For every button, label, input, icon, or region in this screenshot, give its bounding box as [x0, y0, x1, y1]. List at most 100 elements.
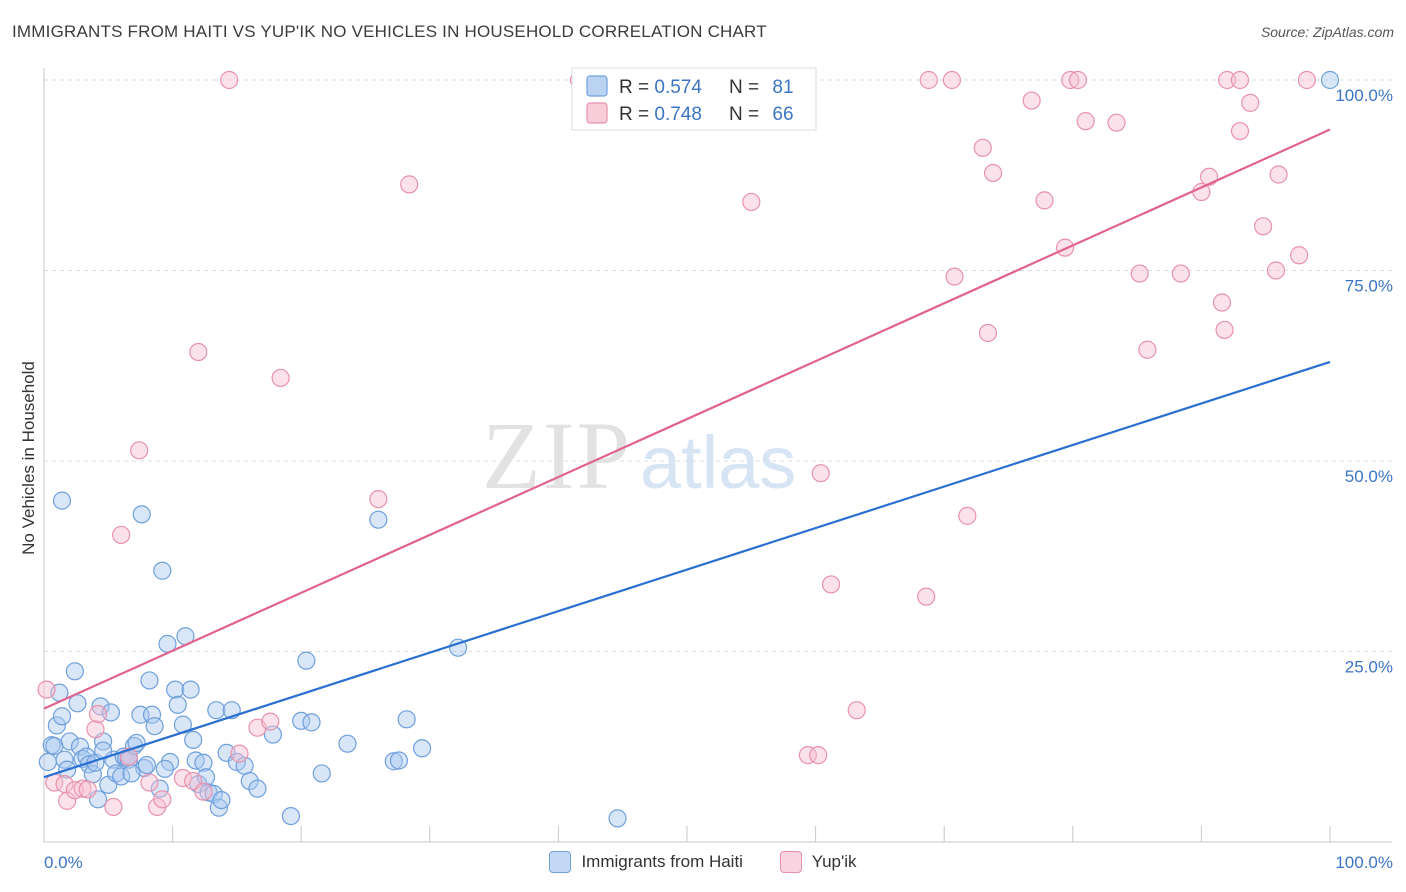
haiti-point — [397, 710, 416, 729]
haiti-point — [122, 764, 141, 783]
x-tick-label: 100.0% — [1335, 853, 1393, 872]
chart-title: IMMIGRANTS FROM HAITI VS YUP'IK NO VEHIC… — [12, 22, 767, 41]
yupik-point — [942, 70, 962, 90]
stats-r-value-haiti: 0.574 — [654, 77, 702, 98]
yupik-point — [809, 746, 828, 765]
stats-swatch-yupik — [586, 102, 608, 124]
yupik-point — [978, 323, 998, 343]
yupik-point — [1269, 165, 1288, 184]
yupik-point — [1138, 340, 1157, 359]
yupik-point — [811, 464, 830, 483]
series-yupik-points — [37, 70, 1316, 817]
stats-swatch-haiti — [586, 75, 608, 97]
yupik-point — [261, 712, 280, 731]
yupik-point — [1241, 93, 1260, 112]
svg-text:R = 0.574: R = 0.574 — [619, 77, 702, 98]
yupik-point — [369, 490, 388, 509]
haiti-point — [181, 680, 200, 699]
yupik-point — [86, 720, 105, 739]
haiti-point — [168, 695, 187, 714]
yupik-point — [1266, 261, 1286, 280]
yupik-point — [78, 780, 97, 799]
y-tick-label: 100.0% — [1335, 86, 1393, 105]
stats-n-label-yupik: N = — [729, 104, 764, 125]
legend-item-yupik[interactable]: Yup'ik — [779, 851, 857, 873]
yupik-point — [140, 773, 159, 792]
haiti-point — [248, 779, 267, 798]
haiti-point — [338, 734, 357, 753]
yupik-point — [1171, 264, 1190, 283]
yupik-point — [1107, 113, 1126, 132]
trend-lines — [43, 128, 1331, 779]
yupik-point — [1212, 293, 1232, 312]
haiti-point — [47, 716, 66, 735]
yupik-point — [1254, 217, 1273, 236]
yupik-point — [1192, 182, 1211, 202]
haiti-point — [281, 806, 301, 826]
haiti-point — [60, 732, 79, 751]
yupik-point — [958, 506, 977, 525]
yupik-point — [945, 267, 964, 286]
haiti-point — [153, 561, 172, 580]
yupik-point — [88, 704, 108, 724]
haiti-point — [608, 809, 627, 828]
yupik-point — [1061, 70, 1080, 90]
yupik-point — [798, 746, 817, 765]
tick-labels: 25.0% 50.0% 75.0% 100.0% 0.0% 100.0% — [44, 86, 1393, 872]
legend-label-yupik: Yup'ik — [811, 852, 857, 871]
haiti-point — [389, 751, 409, 770]
y-tick-label: 25.0% — [1345, 658, 1393, 677]
haiti-point — [145, 717, 164, 736]
haiti-point — [369, 510, 388, 529]
haiti-point — [150, 779, 169, 798]
yupik-point — [189, 342, 208, 362]
stats-legend: R = 0.574 N = 81 R = 0.748 N = 66 — [571, 67, 817, 131]
y-axis-label: No Vehicles in Household — [19, 361, 38, 555]
haiti-point — [79, 755, 99, 774]
svg-text:R = 0.748: R = 0.748 — [619, 104, 702, 125]
yupik-point — [1230, 121, 1250, 141]
yupik-point — [37, 680, 56, 699]
haiti-point — [384, 752, 403, 771]
stats-n-value-haiti: 81 — [772, 77, 793, 98]
haiti-point — [38, 752, 57, 772]
yupik-point — [400, 175, 419, 194]
yupik-point — [1035, 191, 1054, 210]
watermark-atlas: atlas — [640, 421, 796, 504]
yupik-point — [1218, 70, 1237, 90]
stats-r-value-yupik: 0.748 — [654, 104, 702, 125]
legend-swatch-haiti — [549, 851, 572, 873]
yupik-point — [1076, 112, 1095, 131]
haiti-point — [132, 505, 151, 524]
haiti-point — [302, 713, 321, 732]
yupik-point — [1200, 167, 1219, 186]
haiti-point — [448, 638, 468, 657]
yupik-point — [1022, 91, 1041, 110]
yupik-point — [847, 701, 866, 720]
watermark: ZIP atlas — [482, 402, 796, 509]
haiti-point — [217, 743, 236, 762]
legend-item-haiti[interactable]: Immigrants from Haiti — [549, 851, 743, 873]
haiti-point — [142, 705, 162, 724]
yupik-point — [1230, 70, 1250, 90]
haiti-point — [1320, 70, 1340, 90]
trend-line-haiti — [43, 360, 1331, 779]
yupik-point — [119, 747, 138, 766]
yupik-point — [919, 70, 938, 90]
haiti-point — [140, 671, 159, 690]
series-legend: Immigrants from Haiti Yup'ik — [0, 851, 1406, 878]
source-credit: Source: ZipAtlas.com — [1260, 24, 1394, 40]
yupik-point — [821, 575, 841, 594]
haiti-point — [166, 680, 185, 699]
stats-n-label-haiti: N = — [729, 77, 764, 98]
yupik-point — [1130, 264, 1149, 283]
yupik-point — [153, 790, 172, 809]
yupik-point — [983, 163, 1003, 183]
haiti-point — [52, 707, 72, 726]
yupik-point — [1068, 70, 1088, 90]
haiti-point — [68, 694, 87, 713]
y-tick-label: 75.0% — [1345, 277, 1393, 296]
axes — [43, 68, 1392, 843]
grid-lines — [44, 79, 1392, 652]
yupik-point — [220, 70, 239, 90]
